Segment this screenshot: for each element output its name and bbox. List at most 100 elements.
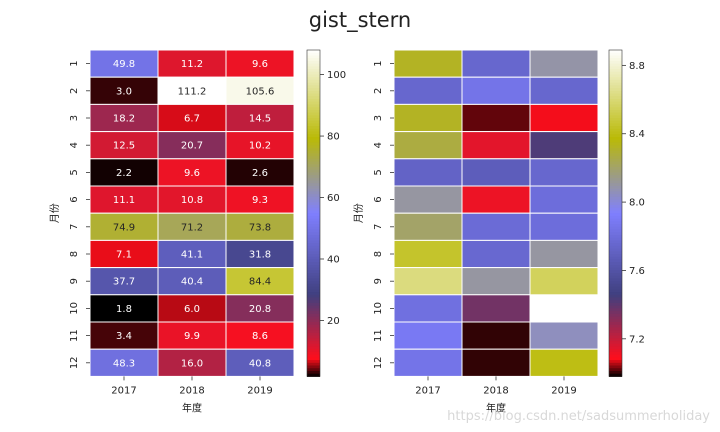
- heatmap-cell: [461, 185, 531, 214]
- colorbar-segment: [609, 128, 622, 133]
- colorbar-segment: [307, 71, 320, 76]
- colorbar-segment: [307, 237, 320, 241]
- cell-value-label: 14.5: [249, 114, 271, 125]
- colorbar-segment: [609, 313, 622, 318]
- heatmap-cell: [225, 76, 295, 105]
- colorbar-segment: [307, 313, 320, 318]
- y-tick-label: 11: [69, 329, 80, 342]
- heatmap-cell: [393, 239, 463, 269]
- colorbar-tick-label: 20: [327, 316, 340, 327]
- colorbar-segment: [307, 240, 320, 244]
- heatmap-cell: [529, 185, 599, 214]
- colorbar-segment: [609, 120, 622, 125]
- heatmap-cell: [89, 239, 159, 269]
- colorbar-segment: [307, 50, 320, 54]
- colorbar-segment: [307, 158, 320, 163]
- cell-value-label: 73.8: [249, 222, 271, 233]
- cell-value-label: 20.8: [249, 304, 271, 315]
- colorbar-segment: [307, 341, 320, 345]
- heatmap-cell: [225, 294, 295, 323]
- colorbar-segment: [609, 245, 622, 250]
- colorbar-segment: [609, 194, 622, 198]
- colorbar-segment: [609, 156, 622, 160]
- colorbar-segment: [609, 370, 622, 375]
- colorbar-segment: [609, 210, 622, 214]
- colorbar-segment: [609, 281, 622, 285]
- colorbar-segment: [609, 283, 622, 288]
- colorbar-segment: [609, 55, 622, 59]
- colorbar-segment: [609, 254, 622, 258]
- colorbar-segment: [307, 118, 320, 122]
- colorbar-segment: [307, 90, 320, 95]
- colorbar-segment: [307, 88, 320, 92]
- heatmap-cell: [461, 321, 531, 350]
- colorbar-segment: [307, 52, 320, 57]
- colorbar-segment: [609, 153, 622, 157]
- colorbar-segment: [609, 69, 622, 73]
- colorbar-segment: [609, 297, 622, 301]
- heatmap-cell: [225, 239, 295, 269]
- colorbar-segment: [307, 275, 320, 280]
- colorbar-segment: [307, 188, 320, 193]
- colorbar-segment: [307, 251, 320, 255]
- heatmap-cell: [529, 321, 599, 350]
- colorbar-segment: [609, 161, 622, 165]
- heatmap-cell: [393, 185, 463, 214]
- colorbar-segment: [609, 224, 622, 228]
- colorbar-segment: [609, 158, 622, 163]
- colorbar-segment: [307, 202, 320, 206]
- heatmap-cell: [393, 158, 463, 187]
- heatmap-cell: [461, 294, 531, 323]
- cell-value-label: 20.7: [181, 141, 203, 152]
- colorbar-segment: [307, 82, 320, 86]
- y-axis-label: 月份: [353, 203, 365, 223]
- colorbar-segment: [609, 186, 622, 190]
- heatmap-cell: [89, 212, 159, 241]
- colorbar-segment: [609, 71, 622, 76]
- colorbar-segment: [307, 370, 320, 375]
- x-tick-label: 2018: [483, 385, 508, 396]
- colorbar-segment: [307, 145, 320, 149]
- heatmap-cell: [393, 294, 463, 323]
- x-axis-label: 年度: [182, 401, 202, 414]
- colorbar-segment: [609, 278, 622, 282]
- colorbar-segment: [609, 166, 622, 171]
- colorbar-segment: [307, 264, 320, 269]
- colorbar-segment: [307, 343, 320, 348]
- colorbar-segment: [307, 123, 320, 127]
- colorbar-segment: [307, 128, 320, 133]
- colorbar-segment: [609, 107, 622, 111]
- heatmap-cell: [529, 131, 599, 160]
- colorbar-segment: [609, 292, 622, 296]
- colorbar-segment: [609, 316, 622, 320]
- colorbar-segment: [307, 77, 320, 81]
- cell-value-label: 37.7: [113, 277, 135, 288]
- colorbar-segment: [609, 259, 622, 263]
- colorbar-segment: [609, 221, 622, 225]
- colorbar-segment: [307, 93, 320, 97]
- colorbar-segment: [609, 322, 622, 326]
- colorbar-segment: [609, 88, 622, 92]
- colorbar-segment: [307, 55, 320, 59]
- colorbar-tick-label: 7.6: [629, 266, 645, 277]
- colorbar-segment: [609, 147, 622, 152]
- colorbar-segment: [609, 302, 622, 307]
- cell-value-label: 9.9: [184, 331, 200, 342]
- colorbar-segment: [609, 134, 622, 138]
- colorbar-segment: [307, 300, 320, 304]
- colorbar-segment: [609, 365, 622, 369]
- colorbar-segment: [609, 311, 622, 315]
- colorbar-segment: [609, 60, 622, 65]
- cell-value-label: 11.1: [113, 195, 135, 206]
- colorbar-segment: [609, 308, 622, 312]
- colorbar-segment: [307, 256, 320, 261]
- colorbar-segment: [609, 77, 622, 81]
- colorbar-segment: [307, 104, 320, 108]
- cell-value-label: 7.1: [116, 250, 132, 261]
- colorbar-segment: [609, 205, 622, 209]
- y-tick-label: 2: [373, 88, 384, 94]
- y-tick-label: 12: [373, 356, 384, 369]
- colorbar-segment: [307, 330, 320, 334]
- colorbar-segment: [307, 180, 320, 184]
